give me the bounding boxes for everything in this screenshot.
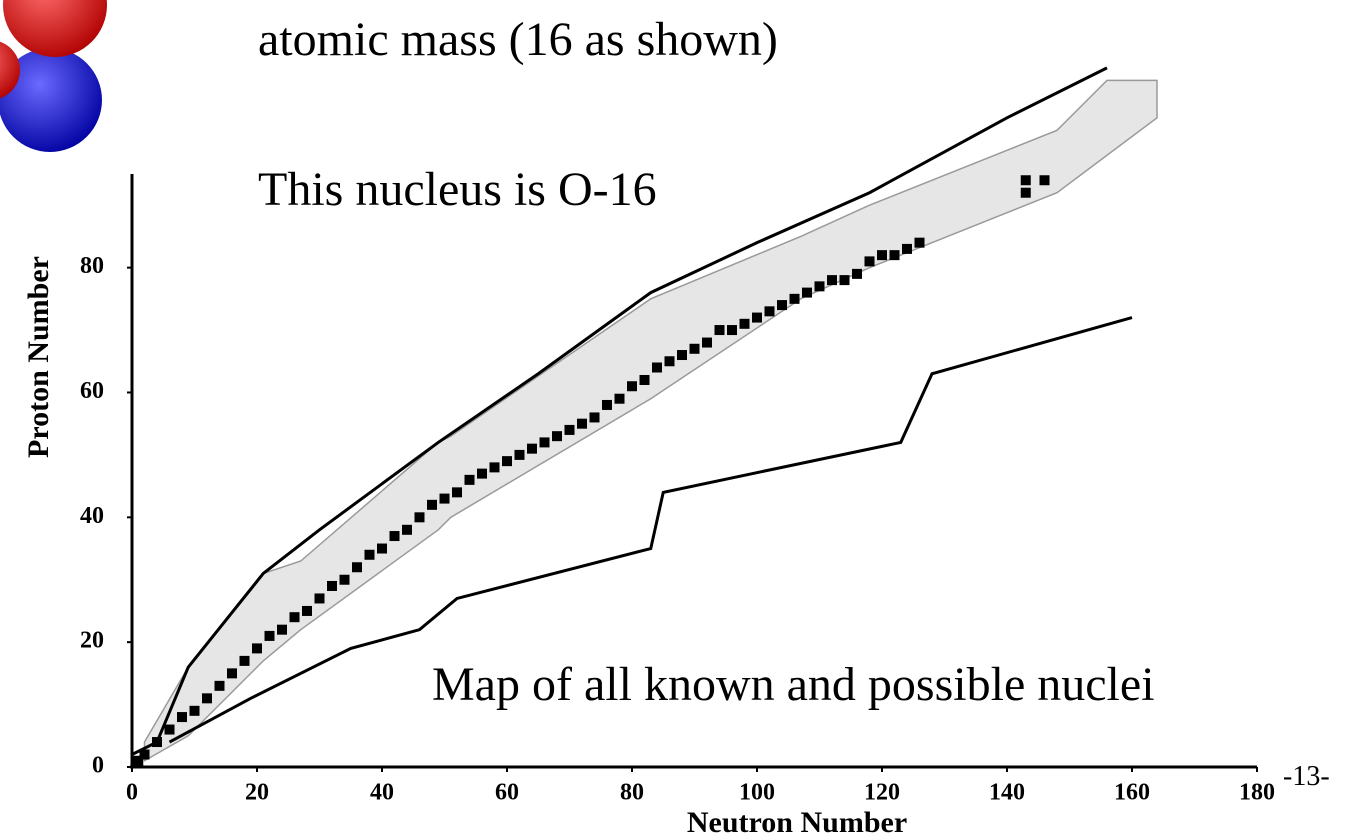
- stable-nucleus: [227, 668, 237, 679]
- stable-nucleus: [1020, 187, 1031, 198]
- stable-nucleus: [577, 418, 587, 429]
- stable-nucleus: [889, 250, 900, 261]
- stable-nucleus: [677, 350, 687, 361]
- stable-nucleus: [877, 250, 887, 261]
- x-tick-label: 20: [245, 780, 269, 806]
- stable-nucleus: [164, 724, 175, 735]
- y-tick-label: 0: [92, 753, 104, 779]
- x-tick-label: 120: [864, 780, 900, 806]
- stable-nucleus: [764, 306, 775, 317]
- stable-nucleus: [502, 456, 512, 467]
- y-tick-label: 80: [80, 253, 104, 279]
- stable-nucleus: [133, 755, 144, 766]
- stable-nucleus: [752, 312, 762, 323]
- stable-nucleus: [489, 462, 500, 473]
- stable-nucleus: [177, 712, 187, 723]
- slide-text: atomic mass (16 as shown): [258, 13, 778, 66]
- stable-nucleus: [364, 549, 375, 560]
- stable-nucleus: [277, 624, 287, 635]
- stable-nucleus: [789, 293, 800, 304]
- stable-nucleus: [202, 693, 212, 704]
- stable-nucleus: [664, 356, 675, 367]
- stable-nucleus: [514, 449, 525, 460]
- stable-nucleus: [139, 749, 150, 760]
- stable-nucleus: [652, 362, 662, 373]
- stable-nucleus: [214, 680, 225, 691]
- stable-nucleus: [627, 381, 637, 392]
- drip-line: [131, 66, 1108, 756]
- x-tick-label: 60: [495, 780, 519, 806]
- stable-nucleus: [689, 343, 700, 354]
- stable-nucleus: [427, 499, 437, 510]
- stable-nucleus: [727, 325, 737, 336]
- stable-nucleus: [802, 287, 812, 298]
- stable-nucleus: [589, 412, 600, 423]
- stable-nucleus: [814, 281, 825, 292]
- stable-nucleus: [614, 393, 625, 404]
- stable-nucleus: [314, 593, 325, 604]
- x-tick-label: 100: [739, 780, 775, 806]
- stable-nucleus: [839, 275, 850, 286]
- x-tick-label: 180: [1239, 780, 1275, 806]
- stable-nucleus: [377, 543, 387, 554]
- stable-nucleus: [264, 630, 275, 641]
- stable-nucleus: [477, 468, 487, 479]
- stable-nucleus: [914, 237, 925, 248]
- caption: Map of all known and possible nuclei: [432, 658, 1155, 711]
- y-tick-label: 60: [80, 378, 104, 404]
- y-tick-label: 40: [80, 503, 104, 529]
- stable-nucleus: [1020, 175, 1031, 186]
- stable-nucleus: [827, 275, 837, 286]
- stable-nucleus: [1039, 175, 1050, 186]
- drip-line: [168, 316, 1133, 744]
- stable-nucleus: [902, 243, 912, 254]
- x-tick-label: 140: [989, 780, 1025, 806]
- stable-nucleus: [152, 737, 162, 748]
- stable-nucleus: [464, 474, 475, 485]
- stable-nucleus: [552, 431, 562, 442]
- stable-nucleus: [414, 512, 425, 523]
- stable-nucleus: [252, 643, 262, 654]
- stable-nucleus: [864, 256, 875, 267]
- x-tick-label: 0: [126, 780, 138, 806]
- stable-nucleus: [452, 487, 462, 498]
- x-tick-label: 40: [370, 780, 394, 806]
- slide-text: This nucleus is O-16: [258, 163, 657, 216]
- y-axis-label: Proton Number: [22, 256, 55, 458]
- stable-nucleus: [702, 337, 712, 348]
- stable-nucleus: [564, 424, 575, 435]
- stable-nucleus: [327, 580, 337, 591]
- page-number: -13-: [1283, 761, 1330, 792]
- stable-nucleus: [714, 325, 725, 336]
- stable-nucleus: [189, 705, 200, 716]
- x-tick-label: 160: [1114, 780, 1150, 806]
- stable-nucleus: [539, 437, 550, 448]
- stable-nucleus: [352, 562, 362, 573]
- stable-nucleus: [777, 300, 787, 311]
- stable-nucleus: [339, 574, 350, 585]
- stable-nucleus: [302, 605, 312, 616]
- stable-nucleus: [402, 524, 412, 535]
- stable-nucleus: [739, 318, 750, 329]
- plot: 0 20 40 60 80 100 120 140 160 180 0 20 40 60 80: [80, 66, 1275, 806]
- stable-nucleus: [639, 374, 650, 385]
- stable-nucleus: [439, 493, 450, 504]
- nucleus-illustration: [0, 0, 107, 152]
- stable-nucleus: [602, 399, 612, 410]
- stable-nucleus: [389, 531, 400, 542]
- stable-nucleus: [527, 443, 537, 454]
- x-axis-label: Neutron Number: [687, 806, 907, 839]
- x-tick-label: 80: [620, 780, 644, 806]
- stable-nucleus: [289, 612, 300, 623]
- stable-nucleus: [239, 655, 250, 666]
- stable-nucleus: [852, 268, 862, 279]
- y-tick-label: 20: [80, 628, 104, 654]
